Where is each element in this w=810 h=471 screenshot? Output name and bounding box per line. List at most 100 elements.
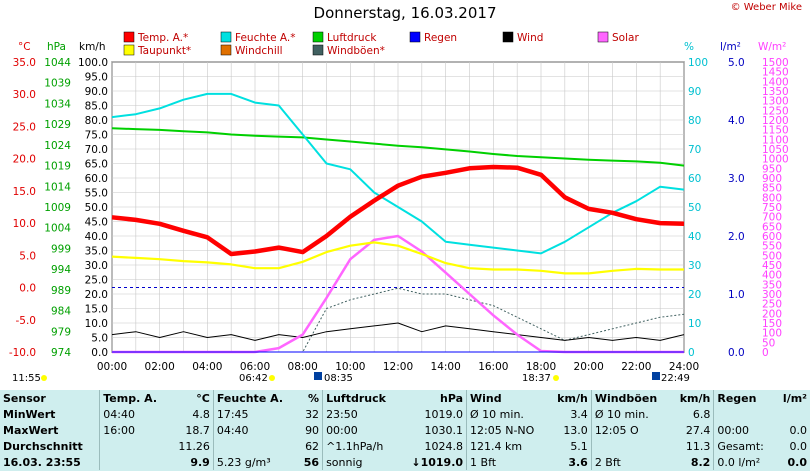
- table-cell: 27.4: [685, 423, 711, 437]
- legend-swatch: [597, 31, 609, 43]
- table-cell: km/h: [557, 391, 588, 405]
- time-tick-label: 02:00: [145, 361, 175, 373]
- table-cell: °C: [196, 391, 210, 405]
- wind-tick-label: 60.0: [85, 173, 108, 185]
- hum-tick-label: 50: [688, 202, 701, 214]
- wind-tick-label: 95.0: [85, 72, 108, 84]
- time-tick-label: 14:00: [431, 361, 461, 373]
- solar-tick-label: 1100: [762, 134, 789, 146]
- wind-tick-label: 90.0: [85, 86, 108, 98]
- temp-tick-label: -10.0: [9, 347, 36, 359]
- table-cell: Temp. A.: [99, 390, 170, 406]
- press-tick-label: 994: [51, 264, 71, 276]
- table-header-row: Sensor Temp. A. °C Feuchte A.% Luftdruck hPa W…: [0, 390, 810, 406]
- series-line-taupunkt: [111, 241, 684, 275]
- table-cell: 62: [305, 439, 320, 453]
- time-tick-label: 22:00: [621, 361, 651, 373]
- table-cell: Sensor: [3, 391, 46, 405]
- table-cell: 11.26: [178, 439, 210, 453]
- legend-label: Wind: [517, 32, 543, 44]
- solar-tick-label: 500: [762, 250, 782, 262]
- press-tick-label: 1014: [44, 181, 71, 193]
- press-tick-label: 1034: [44, 98, 71, 110]
- table-cell: km/h: [679, 391, 711, 405]
- solar-tick-label: 1150: [762, 125, 789, 137]
- hum-tick-label: 30: [688, 260, 701, 272]
- table-cell: 04:40: [212, 422, 298, 438]
- hum-tick-label: 80: [688, 115, 701, 127]
- wind-tick-label: 70.0: [85, 144, 108, 156]
- legend-swatch: [502, 31, 514, 43]
- solar-unit: W/m²: [758, 41, 786, 53]
- legend-swatch: [123, 44, 135, 56]
- table-cell: 16:00: [99, 422, 170, 438]
- table-cell: 0.0: [789, 439, 808, 453]
- time-tick-label: 06:00: [240, 361, 270, 373]
- press-unit: hPa: [47, 41, 66, 53]
- table-cell: 0.0: [787, 455, 808, 469]
- table-cell: 32: [305, 407, 320, 421]
- moonrise-time: 08:35: [324, 373, 353, 384]
- weather-chart: 35.0 30.0 25.0 20.0 15.0 10.0 5.0 0.0 -5.0 -10.0 1…: [9, 31, 789, 384]
- series-line-feuchtea: [111, 92, 685, 255]
- press-tick-label: 1009: [44, 202, 71, 214]
- rain-tick-label: 2.0: [728, 231, 745, 243]
- legend-label: Taupunkt*: [137, 45, 191, 57]
- legend-label: Windchill: [235, 45, 283, 57]
- table-cell: Regen: [713, 390, 776, 406]
- temp-tick-label: 35.0: [13, 57, 36, 69]
- sunset-icon: [553, 375, 559, 381]
- solar-tick-label: 650: [762, 221, 782, 233]
- time-tick-label: 18:00: [526, 361, 556, 373]
- press-tick-label: 1029: [44, 119, 71, 131]
- sunrise-icon: [269, 375, 275, 381]
- table-cell: 3.4: [570, 407, 588, 421]
- legend-label: Regen: [424, 32, 457, 44]
- solar-tick-label: 150: [762, 318, 782, 330]
- legend-label: Windböen*: [327, 45, 385, 57]
- chart-title: Donnerstag, 16.03.2017: [313, 4, 497, 22]
- solar-tick-label: 1300: [762, 96, 789, 108]
- hum-tick-label: 70: [688, 144, 701, 156]
- table-cell: [99, 438, 170, 454]
- legend-swatch: [312, 44, 324, 56]
- table-cell: Durchschnitt: [3, 439, 83, 453]
- solar-tick-label: 1050: [762, 144, 789, 156]
- rain-tick-label: 0.0: [728, 347, 745, 359]
- solar-tick-label: 1350: [762, 86, 789, 98]
- wind-tick-label: 50.0: [85, 202, 108, 214]
- solar-tick-label: 1000: [762, 154, 789, 166]
- table-cell: [775, 406, 810, 422]
- table-cell: 5.1: [570, 439, 588, 453]
- press-tick-label: 989: [51, 285, 71, 297]
- solar-tick-label: 850: [762, 183, 782, 195]
- table-cell: %: [308, 391, 320, 405]
- temp-tick-label: 5.0: [19, 250, 36, 262]
- table-cell: sonnig: [322, 454, 400, 470]
- table-cell: 18.7: [185, 423, 210, 437]
- table-cell: 9.9: [190, 455, 210, 469]
- summary-table: Sensor Temp. A. °C Feuchte A.% Luftdruck hPa W…: [0, 390, 810, 471]
- press-tick-label: 974: [51, 347, 71, 359]
- time-tick-label: 20:00: [574, 361, 604, 373]
- rain-tick-label: 1.0: [728, 289, 745, 301]
- solar-tick-label: 600: [762, 231, 782, 243]
- moonrise-icon: [314, 372, 322, 380]
- solar-tick-label: 1200: [762, 115, 789, 127]
- wind-tick-label: 15.0: [85, 304, 108, 316]
- sunset-time: 18:37: [522, 373, 551, 384]
- wind-tick-label: 45.0: [85, 217, 108, 229]
- solar-tick-label: 300: [762, 289, 782, 301]
- table-cell: 56: [303, 455, 320, 469]
- press-tick-label: 1024: [44, 140, 71, 152]
- table-cell: ^1.1hPa/h: [322, 438, 400, 454]
- table-cell: 5.23 g/m³: [212, 454, 298, 470]
- time-tick-label: 04:00: [192, 361, 222, 373]
- table-cell: [713, 406, 776, 422]
- press-tick-label: 999: [51, 243, 71, 255]
- legend-swatch: [220, 31, 232, 43]
- time-tick-label: 00:00: [97, 361, 127, 373]
- table-cell: Wind: [466, 390, 549, 406]
- wind-tick-label: 5.0: [91, 333, 108, 345]
- wind-tick-label: 10.0: [85, 318, 108, 330]
